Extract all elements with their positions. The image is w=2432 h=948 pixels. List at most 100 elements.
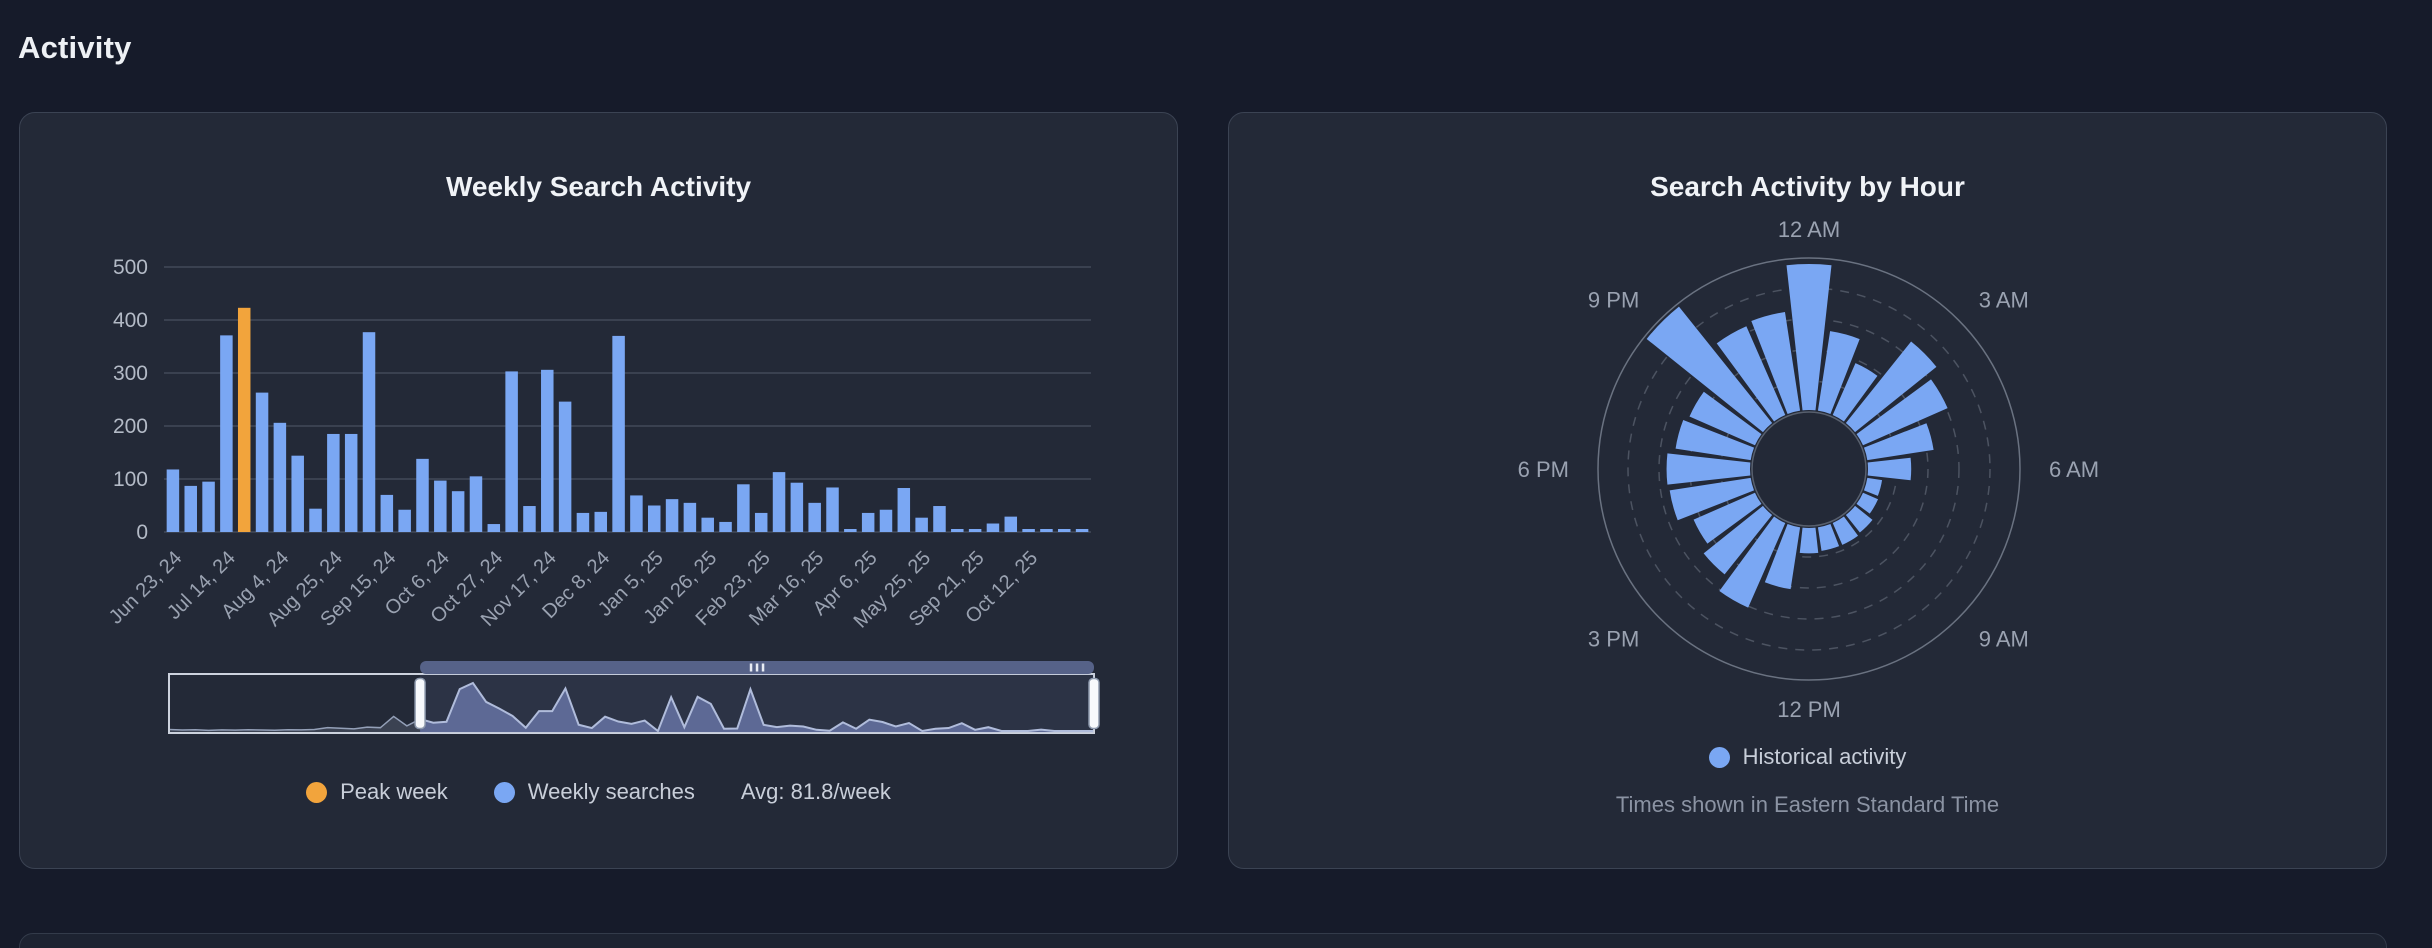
hour-activity-wedge <box>1845 341 1937 433</box>
hour-activity-wedge <box>1764 523 1801 590</box>
historical-activity-label: Historical activity <box>1742 744 1907 769</box>
brush-mini-line-selected <box>419 681 1094 733</box>
hour-axis-label: 6 PM <box>1518 457 1569 482</box>
weekly-bar <box>166 469 180 532</box>
hourly-activity-card: Search Activity by Hour 12 AM 3 AM 6 AM 9 A… <box>1228 112 2387 869</box>
weekly-bar <box>434 480 447 532</box>
polar-outer-ring <box>1597 257 2021 681</box>
weekly-bar <box>202 481 215 532</box>
weekly-bar <box>737 484 750 532</box>
weekly-bar <box>362 332 376 532</box>
weekly-bar <box>612 335 625 532</box>
weekly-bar <box>701 517 714 532</box>
weekly-bar <box>861 512 875 532</box>
weekly-legend: Peak week Weekly searches Avg: 81.8/week <box>20 779 1177 805</box>
weekly-bar <box>220 335 233 532</box>
weekly-bar <box>1058 529 1071 532</box>
brush-handle-left[interactable] <box>414 677 426 730</box>
hour-activity-wedge <box>1867 457 1912 481</box>
hour-activity-wedge <box>1856 379 1948 446</box>
weekly-chart-title: Weekly Search Activity <box>445 171 752 202</box>
y-tick-label: 200 <box>113 415 148 438</box>
weekly-bar <box>1004 516 1018 532</box>
polar-grid-ring <box>1658 318 1960 620</box>
brush-grip-icon <box>755 663 759 672</box>
hour-activity-wedge <box>1689 391 1762 446</box>
weekly-bar <box>897 488 911 532</box>
weekly-bar <box>344 433 358 532</box>
y-tick-label: 100 <box>113 468 148 491</box>
hour-activity-wedge <box>1675 419 1755 461</box>
hour-axis-label: 3 PM <box>1588 627 1639 652</box>
weekly-bar <box>1075 529 1089 532</box>
weekly-bar <box>683 502 697 532</box>
weekly-bar <box>309 508 322 532</box>
weekly-bar <box>291 455 304 532</box>
hour-activity-wedge <box>1817 331 1860 415</box>
hour-activity-wedge <box>1693 492 1762 544</box>
legend-item-peak-week: Peak week <box>306 779 448 805</box>
y-tick-label: 300 <box>113 362 148 385</box>
hourly-legend: Historical activity <box>1229 744 2386 770</box>
legend-item-weekly-searches: Weekly searches <box>493 779 695 805</box>
hour-activity-wedge <box>1845 505 1873 533</box>
hour-axis-label: 6 AM <box>2049 457 2099 482</box>
weekly-bar <box>844 529 857 532</box>
hour-activity-wedge <box>1856 492 1879 514</box>
legend-item-historical-activity: Historical activity <box>1708 744 1907 770</box>
weekly-bar <box>754 512 768 532</box>
brush-selection[interactable] <box>420 674 1095 733</box>
hour-activity-wedge <box>1646 306 1773 433</box>
weekly-bar <box>1040 529 1053 532</box>
hour-axis-label: 12 PM <box>1777 697 1841 722</box>
weekly-bar <box>558 401 572 532</box>
hour-activity-wedge <box>1719 516 1786 608</box>
hour-activity-wedge <box>1863 423 1934 461</box>
weekly-bar <box>487 524 501 532</box>
hour-activity-wedge <box>1832 516 1859 545</box>
weekly-bar <box>541 369 554 532</box>
weekly-bar <box>469 476 483 532</box>
weekly-bar <box>505 371 518 532</box>
y-tick-label: 0 <box>136 521 148 544</box>
average-per-week-label: Avg: 81.8/week <box>740 779 891 804</box>
weekly-bar <box>826 487 839 532</box>
weekly-bar <box>933 506 946 532</box>
hour-activity-wedge <box>1666 453 1751 485</box>
weekly-bar <box>451 491 465 532</box>
weekly-bar <box>772 472 786 532</box>
brush-handle-right[interactable] <box>1088 677 1100 730</box>
next-section-card-edge <box>19 933 2387 948</box>
timezone-note: Times shown in Eastern Standard Time <box>1615 792 2000 817</box>
weekly-bar <box>808 502 821 532</box>
weekly-searches-label: Weekly searches <box>527 779 695 804</box>
weekly-bar <box>665 499 679 532</box>
brush-grip-icon <box>761 663 765 672</box>
weekly-bar <box>719 521 732 532</box>
weekly-bar <box>986 523 1000 532</box>
page-title: Activity <box>18 30 132 65</box>
weekly-bar <box>1022 529 1035 532</box>
weekly-bar <box>647 505 661 532</box>
peak-week-swatch <box>306 781 328 803</box>
hourly-chart-title: Search Activity by Hour <box>1650 171 1965 202</box>
weekly-bar <box>968 529 982 532</box>
weekly-bar <box>594 511 608 532</box>
weekly-bar <box>879 509 893 532</box>
hour-axis-label: 12 AM <box>1778 217 1840 242</box>
historical-activity-swatch <box>1708 746 1730 768</box>
peak-week-bar <box>237 307 251 532</box>
weekly-bar <box>398 509 411 532</box>
hour-activity-wedge <box>1716 326 1786 422</box>
polar-center-hole <box>1751 411 1867 527</box>
y-tick-label: 400 <box>113 309 148 332</box>
hourly-polar-chart: 12 AM 3 AM 6 AM 9 AM 12 PM 3 PM 6 PM 9 PM <box>1518 217 2100 722</box>
y-tick-label: 500 <box>113 256 148 279</box>
hour-activity-wedge <box>1863 477 1883 496</box>
weekly-bar <box>327 433 340 532</box>
hour-axis-label: 9 PM <box>1588 287 1639 312</box>
weekly-bar <box>790 482 804 532</box>
brush-grip-icon <box>749 663 753 672</box>
